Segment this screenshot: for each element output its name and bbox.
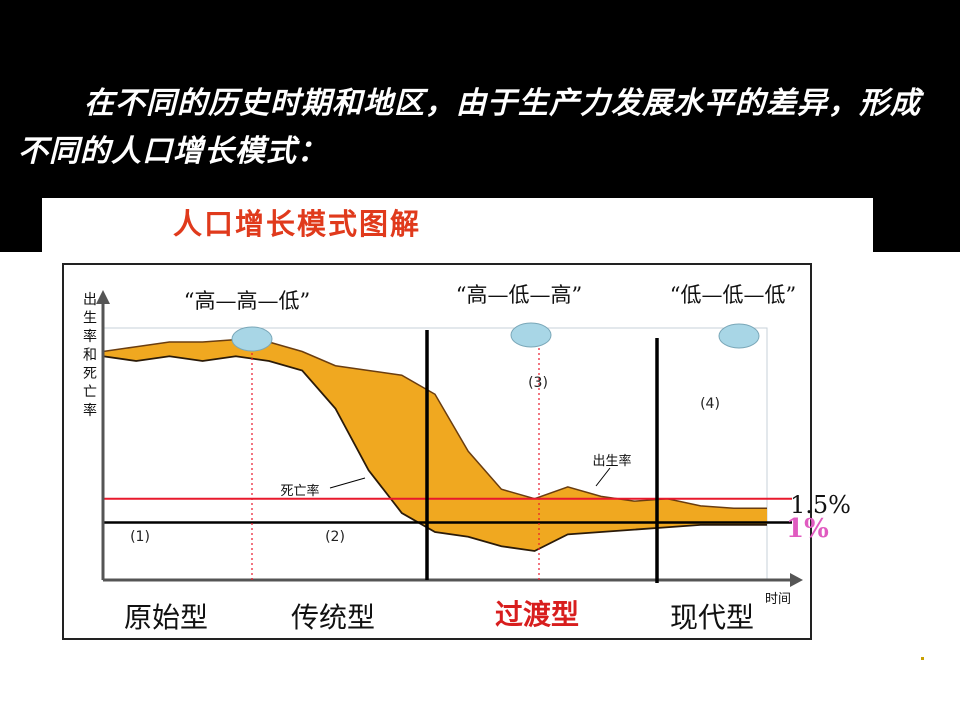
stage-oval-marker-2	[510, 322, 552, 348]
y-axis-label-char: 和	[83, 348, 97, 364]
pattern-label: “高—低—高”	[456, 283, 582, 307]
stage-name: 原始型	[124, 601, 208, 634]
ref-label-1-5-percent: 1.5%	[790, 491, 851, 519]
y-axis-label-char: 率	[83, 328, 97, 345]
stage-name: 过渡型	[495, 598, 579, 631]
death-rate-label: 死亡率	[280, 483, 319, 499]
stage-oval-marker-3	[718, 323, 760, 349]
decorative-dot	[921, 657, 924, 660]
y-axis-label-char: 出	[83, 292, 97, 308]
stage-marker: (1)	[130, 529, 150, 545]
x-axis-arrow	[790, 573, 803, 587]
x-axis-label: 时间	[765, 592, 791, 607]
stage-oval-marker-1	[231, 326, 273, 352]
y-axis-label-char: 亡	[83, 385, 97, 401]
birth-rate-label: 出生率	[592, 453, 631, 469]
y-axis-label-char: 死	[83, 366, 97, 382]
chart-marks	[96, 290, 803, 587]
y-axis-label-char: 生	[83, 311, 97, 327]
stage-marker: (2)	[325, 529, 345, 545]
slide-title: 在不同的历史时期和地区，由于生产力发展水平的差异，形成不同的人口增长模式：	[18, 86, 921, 169]
death-label-leader	[329, 477, 366, 489]
chart-title: 人口增长模式图解	[172, 207, 421, 241]
y-axis-arrow	[96, 290, 110, 304]
stage-marker: (3)	[528, 375, 548, 391]
pattern-label: “高—高—低”	[184, 289, 310, 313]
ref-label-1-percent: 1%	[786, 514, 829, 544]
stage-name: 传统型	[291, 601, 375, 634]
stage-name: 现代型	[670, 601, 754, 634]
figure-title-banner	[42, 198, 873, 252]
stage-marker: (4)	[700, 396, 720, 412]
birth-label-leader	[595, 467, 611, 487]
pattern-label: “低—低—低”	[670, 283, 796, 307]
y-axis-label-char: 率	[83, 402, 97, 419]
